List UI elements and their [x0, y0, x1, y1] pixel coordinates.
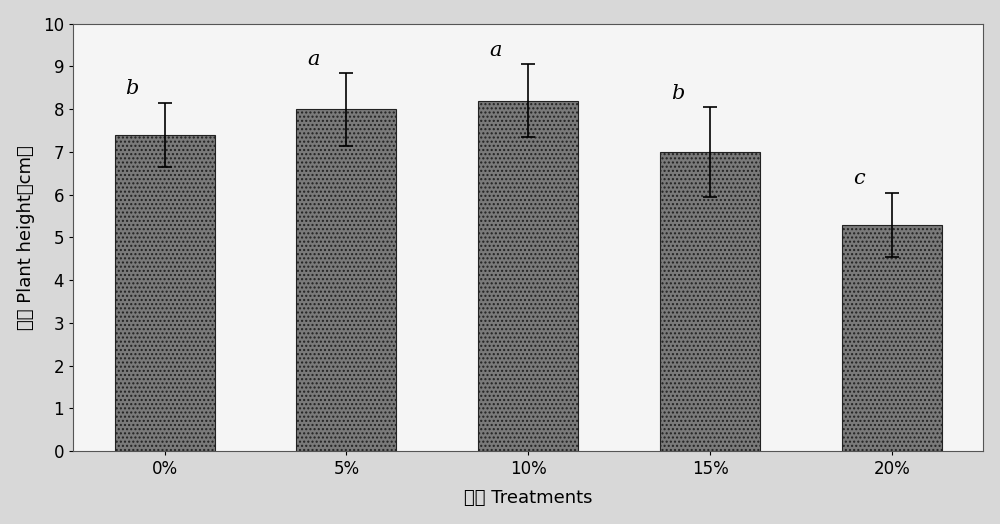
- Bar: [842, 225, 942, 451]
- Bar: [660, 152, 760, 451]
- X-axis label: 处理 Treatments: 处理 Treatments: [464, 489, 592, 507]
- Bar: [478, 101, 578, 451]
- Text: b: b: [125, 80, 138, 99]
- Bar: [296, 109, 396, 451]
- Text: a: a: [307, 50, 320, 69]
- Text: a: a: [489, 41, 502, 60]
- Y-axis label: 株高 Plant height（cm）: 株高 Plant height（cm）: [17, 145, 35, 330]
- Text: b: b: [671, 84, 684, 103]
- Bar: [115, 135, 215, 451]
- Text: c: c: [853, 169, 865, 188]
